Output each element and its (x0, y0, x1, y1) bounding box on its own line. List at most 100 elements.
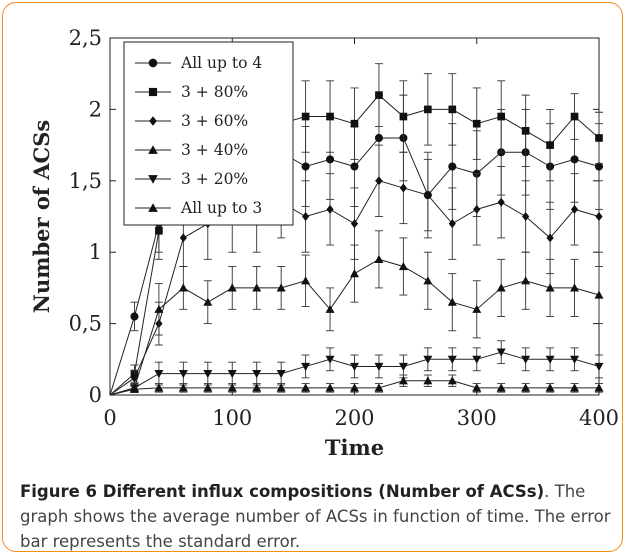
data-point (448, 162, 457, 171)
data-point (521, 355, 531, 364)
y-axis-label: Number of ACSs (29, 120, 54, 313)
data-point (447, 355, 457, 364)
data-point (496, 283, 506, 292)
data-point (546, 233, 554, 243)
data-point (423, 376, 433, 385)
data-point (595, 134, 603, 142)
data-point (301, 383, 311, 392)
data-point (374, 383, 384, 392)
data-point (203, 297, 213, 306)
legend-label: All up to 3 (180, 199, 262, 217)
data-point (155, 226, 163, 235)
data-point (301, 276, 311, 285)
data-point (594, 162, 604, 171)
data-point (570, 112, 579, 121)
legend-marker (148, 87, 158, 97)
data-point (350, 119, 359, 128)
data-point (423, 355, 433, 364)
data-point (154, 369, 164, 379)
legend-marker (148, 203, 158, 212)
legend-marker (148, 175, 158, 184)
data-point (595, 212, 603, 221)
data-point (399, 112, 408, 121)
chart: 0 100 200 300 400 0 0,5 1 1,5 2 2,5 Time Number of A… (29, 26, 619, 460)
legend-label: 3 + 20% (181, 170, 248, 188)
data-point (545, 283, 555, 292)
y-tick-label: 1,5 (69, 169, 102, 193)
data-point (227, 383, 237, 392)
legend-label: 3 + 40% (181, 141, 248, 159)
legend-marker (149, 116, 157, 126)
data-point (326, 204, 334, 214)
data-point (472, 119, 481, 128)
data-point (447, 297, 457, 306)
data-point (570, 355, 580, 364)
data-point (276, 383, 286, 392)
data-point (252, 383, 262, 392)
y-tick-label: 2 (89, 97, 102, 121)
data-point (326, 112, 334, 121)
data-point (203, 369, 213, 379)
data-point (203, 383, 213, 392)
data-point (326, 155, 335, 164)
data-point (302, 212, 310, 221)
data-point (129, 384, 139, 393)
data-point (301, 162, 310, 171)
data-point (570, 283, 580, 292)
data-point (350, 362, 359, 371)
data-point (252, 369, 262, 379)
data-point (350, 162, 359, 171)
figure-caption: Figure 6 Different influx compositions (… (20, 479, 616, 551)
x-axis-label: Time (325, 435, 384, 460)
data-point (594, 290, 604, 299)
data-point (570, 383, 580, 392)
data-point (570, 155, 579, 164)
data-point (594, 383, 604, 392)
data-point (497, 112, 506, 121)
data-point (496, 383, 506, 392)
data-point (546, 141, 554, 149)
data-point (130, 373, 139, 383)
data-point (374, 133, 384, 143)
x-tick-label: 0 (103, 406, 116, 430)
legend-marker (148, 145, 158, 154)
legend-label: 3 + 80% (181, 83, 248, 101)
data-point (424, 105, 432, 114)
data-point (350, 219, 359, 229)
caption-text: . The graph shows the average number of … (20, 482, 611, 551)
data-point (178, 383, 188, 392)
x-tick-label: 400 (579, 406, 619, 430)
data-point (423, 276, 433, 285)
data-point (424, 190, 432, 200)
data-point (350, 269, 359, 278)
data-point (375, 176, 383, 186)
data-point (472, 304, 482, 313)
data-point (398, 261, 408, 271)
data-point (545, 355, 555, 364)
data-point (374, 254, 384, 263)
data-point (154, 383, 164, 392)
data-point (521, 126, 530, 135)
data-point (398, 376, 408, 385)
data-point (325, 383, 335, 392)
data-point (276, 283, 286, 292)
data-point (350, 383, 359, 392)
figure-frame: 0 100 200 300 400 0 0,5 1 1,5 2 2,5 Time Number of A… (2, 2, 623, 552)
data-point (570, 204, 579, 214)
legend-label: 3 + 60% (181, 112, 248, 130)
data-point (496, 348, 506, 357)
data-point (179, 233, 187, 243)
y-tick-label: 2,5 (69, 26, 102, 50)
data-point (521, 276, 531, 285)
y-tick-label: 0,5 (69, 312, 102, 336)
y-tick-label: 1 (89, 240, 102, 264)
x-tick-label: 200 (334, 406, 374, 430)
data-point (301, 362, 311, 371)
x-tick-label: 100 (212, 406, 252, 430)
data-point (594, 362, 604, 371)
data-point (473, 204, 481, 214)
y-tick-label: 0 (89, 383, 102, 407)
data-point (252, 283, 262, 292)
data-point (472, 383, 482, 392)
data-point (301, 112, 310, 121)
